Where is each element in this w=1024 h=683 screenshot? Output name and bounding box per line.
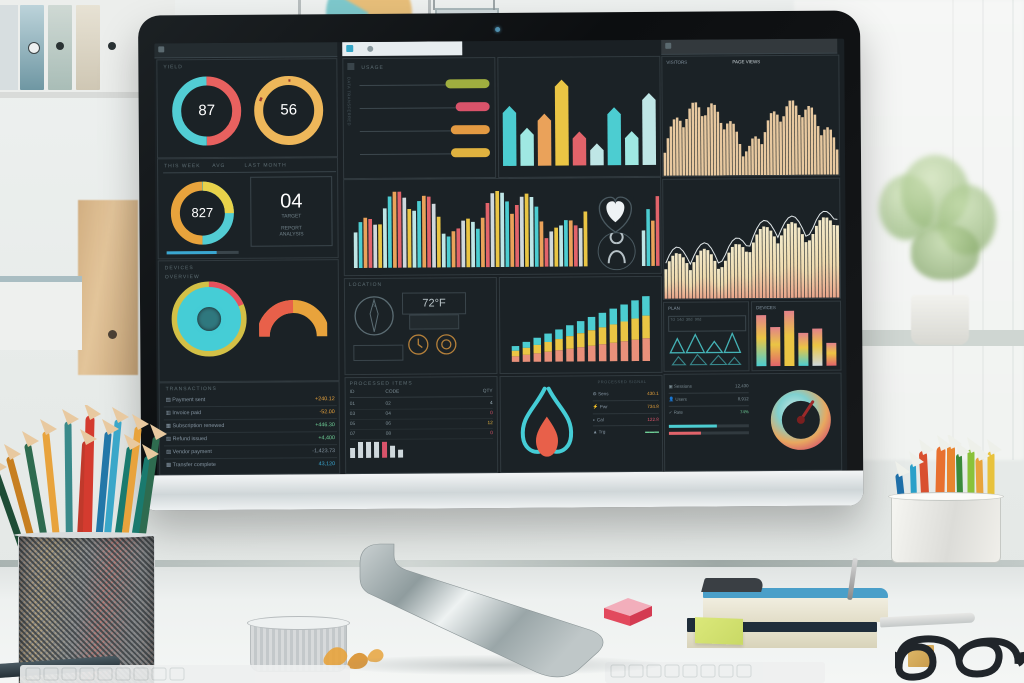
svg-text:N: N [372, 303, 376, 309]
svg-text:827: 827 [191, 205, 213, 220]
svg-text:56: 56 [280, 101, 297, 118]
svg-text:87: 87 [198, 102, 215, 119]
